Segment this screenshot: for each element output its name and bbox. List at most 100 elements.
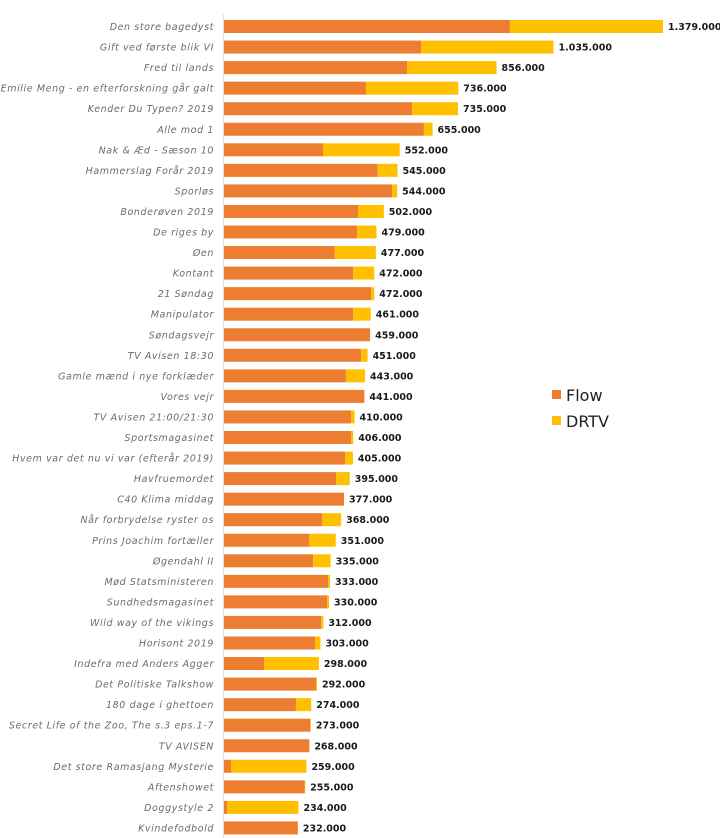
bar-segment-drtv (316, 677, 317, 691)
bar-segment-flow (224, 81, 366, 95)
total-value-label: 735.000 (463, 104, 507, 115)
bar-segment-flow (224, 348, 362, 362)
total-value-label: 298.000 (324, 659, 368, 670)
category-label: Når forbrydelse ryster os (80, 515, 214, 526)
total-value-label: 268.000 (314, 741, 358, 752)
total-value-label: 274.000 (316, 700, 360, 711)
category-label: Wild way of the vikings (90, 618, 214, 629)
bar-segment-drtv (313, 554, 331, 568)
bar-segment-flow (224, 328, 371, 342)
bar-segment-drtv (345, 451, 353, 465)
bar-segment-drtv (371, 287, 375, 301)
category-label: Fred til lands (144, 63, 214, 74)
total-value-label: 259.000 (311, 762, 355, 773)
category-label: Manipulator (151, 310, 215, 321)
total-value-label: 459.000 (375, 330, 419, 341)
bar-segment-flow (224, 40, 422, 54)
legend-label-flow: Flow (566, 386, 603, 405)
bar-segment-flow (224, 20, 510, 33)
category-label: Sporløs (175, 186, 214, 197)
category-label: Bonderøven 2019 (120, 207, 214, 218)
total-value-label: 441.000 (369, 392, 413, 403)
total-value-label: 273.000 (316, 721, 360, 732)
bar-segment-drtv (353, 266, 375, 280)
bar-segment-drtv (310, 718, 311, 732)
legend-swatch-flow (552, 390, 561, 399)
bar-segment-drtv (322, 513, 342, 527)
bar-segment-drtv (334, 246, 376, 260)
bar-segment-flow (224, 163, 378, 177)
category-label: Indefra med Anders Agger (74, 659, 214, 670)
bar-segment-drtv (361, 348, 368, 362)
total-value-label: 856.000 (502, 63, 546, 74)
category-label: TV Avisen 18:30 (128, 351, 214, 362)
category-label: Sundhedsmagasinet (107, 597, 215, 608)
bar-segment-flow (224, 225, 358, 239)
bar-segment-drtv (358, 204, 384, 218)
bar-segment-drtv (227, 800, 299, 814)
total-value-label: 368.000 (346, 515, 390, 526)
bar-segment-flow (224, 122, 424, 136)
total-value-label: 552.000 (405, 145, 449, 156)
category-label: Øen (192, 248, 214, 259)
category-label: Kvindefodbold (138, 823, 214, 834)
bar-segment-drtv (421, 40, 554, 54)
bar-segment-drtv (353, 307, 371, 321)
category-label: Det store Ramasjang Mysterie (53, 762, 214, 773)
bar-segment-flow (224, 451, 346, 465)
category-label: Nak & Æd - Sæson 10 (99, 145, 214, 156)
bar-segment-flow (224, 595, 328, 609)
bar-segment-flow (224, 821, 298, 835)
category-label: Kender Du Typen? 2019 (88, 104, 214, 115)
total-value-label: 333.000 (335, 577, 379, 588)
bar-segment-flow (224, 677, 316, 691)
category-label: Søndagsvejr (149, 330, 215, 341)
bar-segment-flow (224, 410, 352, 424)
total-value-label: 472.000 (379, 289, 423, 300)
legend: Flow DRTV (552, 386, 609, 431)
total-value-label: 406.000 (358, 433, 402, 444)
category-label: Emilie Meng - en efterforskning går galt (1, 84, 215, 95)
bar-segment-flow (224, 800, 228, 814)
category-label: Gift ved første blik VI (100, 43, 214, 54)
total-value-label: 477.000 (381, 248, 425, 259)
category-label: Havfruemordet (134, 474, 215, 485)
category-label: Hammerslag Forår 2019 (86, 166, 214, 177)
total-value-label: 234.000 (303, 803, 347, 814)
bar-segment-flow (224, 636, 316, 650)
category-label: Sportsmagasinet (124, 433, 214, 444)
total-value-label: 335.000 (336, 556, 380, 567)
bar-segment-drtv (345, 369, 366, 383)
category-label: Det Politiske Talkshow (95, 680, 214, 691)
total-value-label: 312.000 (328, 618, 372, 629)
total-value-label: 292.000 (322, 680, 366, 691)
total-value-label: 544.000 (402, 186, 446, 197)
bar-segment-flow (224, 574, 329, 588)
bar-segment-flow (224, 492, 345, 506)
bar-segment-flow (224, 61, 408, 75)
bars-layer (224, 20, 663, 835)
bar-segment-flow (224, 102, 413, 116)
category-label: Secret Life of the Zoo, The s.3 eps.1-7 (9, 721, 214, 732)
total-value-label: 255.000 (310, 782, 354, 793)
category-label: Alle mod 1 (156, 125, 214, 136)
category-label: Prins Joachim fortæller (92, 536, 214, 547)
bar-segment-flow (224, 143, 324, 157)
total-value-label: 405.000 (358, 454, 402, 465)
bar-segment-drtv (357, 225, 377, 239)
category-label: Hvem var det nu vi var (efterår 2019) (12, 454, 214, 465)
category-label: TV Avisen 21:00/21:30 (94, 412, 214, 423)
bar-segment-drtv (336, 472, 350, 486)
total-value-label: 472.000 (379, 269, 423, 280)
total-value-label: 451.000 (373, 351, 417, 362)
bar-segment-drtv (231, 759, 307, 773)
total-value-label: 461.000 (376, 310, 420, 321)
total-value-label: 502.000 (389, 207, 433, 218)
total-value-label: 545.000 (403, 166, 447, 177)
bar-segment-drtv (392, 184, 398, 198)
bar-segment-drtv (264, 657, 319, 671)
category-label: Kontant (173, 269, 215, 280)
bar-segment-drtv (412, 102, 458, 116)
total-value-label: 479.000 (381, 228, 425, 239)
bar-segment-drtv (351, 431, 354, 444)
